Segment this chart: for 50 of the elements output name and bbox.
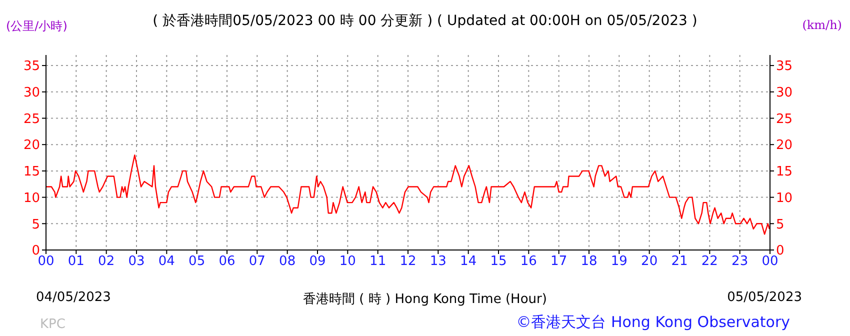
y-tick-label: 25 bbox=[23, 112, 40, 127]
x-tick-label: 03 bbox=[128, 254, 145, 270]
x-tick-label: 14 bbox=[460, 254, 477, 270]
x-axis-title: 香港時間 ( 時 ) Hong Kong Time (Hour) bbox=[303, 292, 547, 307]
x-tick-label: 11 bbox=[370, 254, 386, 270]
x-tick-label: 16 bbox=[520, 254, 537, 270]
y-tick-label: 10 bbox=[23, 190, 40, 206]
x-tick-label: 22 bbox=[701, 254, 718, 270]
x-tick-label: 13 bbox=[430, 254, 446, 270]
x-tick-label: 20 bbox=[641, 254, 658, 270]
x-tick-label: 23 bbox=[732, 254, 748, 270]
y2-tick-label: 35 bbox=[776, 59, 793, 74]
x-tick-label: 07 bbox=[248, 254, 266, 270]
text: 04/05/2023 bbox=[36, 290, 111, 305]
x-tick-label: 12 bbox=[400, 254, 416, 270]
y-tick-label: 30 bbox=[23, 86, 40, 101]
x-tick-label: 02 bbox=[98, 254, 115, 270]
x-tick-label: 08 bbox=[279, 254, 296, 270]
y-tick-label: 0 bbox=[32, 244, 40, 259]
x-tick-label: 18 bbox=[580, 254, 598, 270]
y-tick-label: 20 bbox=[23, 138, 40, 154]
y2-tick-label: 30 bbox=[776, 86, 793, 101]
y2-tick-label: 20 bbox=[776, 138, 793, 154]
chart-title: ( 於香港時間05/05/2023 00 時 00 分更新 ) ( Updated at 00:00H on 05/05/2023 ) bbox=[152, 13, 698, 29]
line-series bbox=[46, 154, 770, 235]
y-tick-label: 35 bbox=[23, 59, 40, 74]
text: 05/05/2023 bbox=[727, 290, 802, 305]
x-tick-label: 04 bbox=[158, 254, 175, 270]
x-tick-label: 21 bbox=[671, 254, 688, 270]
x-tick-label: 05 bbox=[188, 254, 206, 270]
y2-tick-label: 15 bbox=[776, 164, 793, 180]
y2-tick-label: 0 bbox=[776, 244, 784, 259]
text: KPC bbox=[40, 317, 66, 332]
x-tick-label: 09 bbox=[309, 254, 326, 270]
y-tick-label: 5 bbox=[32, 217, 40, 232]
y2-axis-title: (km/h) bbox=[802, 18, 842, 32]
text: ©香港天文台 Hong Kong Observatory bbox=[516, 313, 790, 332]
x-tick-label: 15 bbox=[490, 254, 507, 270]
y2-tick-label: 10 bbox=[776, 190, 793, 206]
x-tick-label: 00 bbox=[762, 254, 778, 270]
y2-tick-label: 5 bbox=[776, 217, 784, 232]
x-tick-label: 19 bbox=[610, 254, 628, 270]
x-tick-label: 01 bbox=[68, 254, 84, 270]
x-tick-label: 00 bbox=[38, 254, 54, 270]
y-tick-label: 15 bbox=[23, 164, 40, 180]
y-axis-title: (公里/小時) bbox=[6, 18, 68, 35]
x-tick-label: 06 bbox=[218, 254, 236, 270]
y2-tick-label: 25 bbox=[776, 112, 793, 127]
x-tick-label: 10 bbox=[339, 254, 356, 270]
x-tick-label: 17 bbox=[550, 254, 568, 270]
